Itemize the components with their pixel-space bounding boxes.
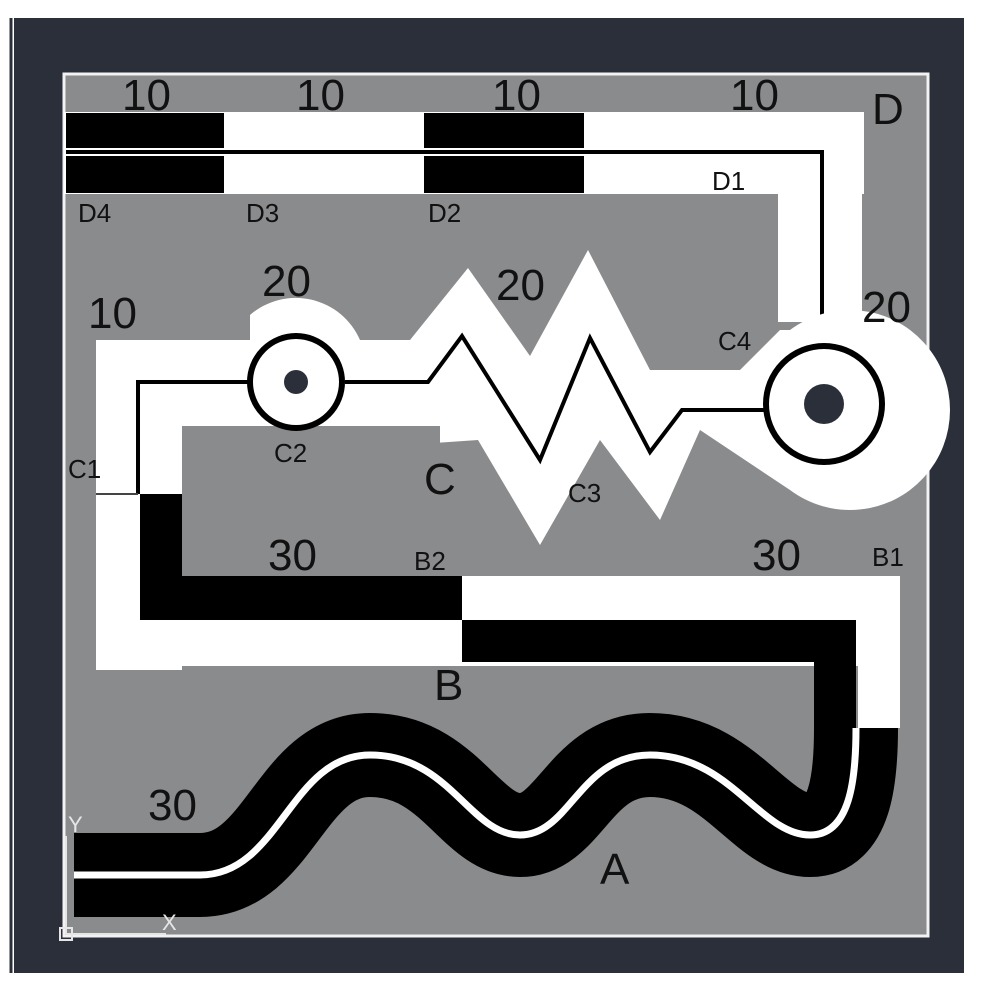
d-centerline [66,150,824,358]
a-serpentine-center [74,727,860,879]
width-label-c-left: 10 [88,289,137,338]
point-label-c2: C2 [274,438,307,468]
width-label-c-pad-right: 20 [862,283,911,332]
section-label-b: B [434,661,463,710]
point-label-d1: D1 [712,166,745,196]
width-label-b-right: 30 [752,531,801,580]
section-label-c: C [424,455,456,504]
width-label-d-seg4: 10 [730,71,779,120]
section-b-trace [96,494,900,728]
section-label-d: D [872,85,904,134]
point-label-c4: C4 [718,326,751,356]
point-label-c3: C3 [568,478,601,508]
axis-x-label: X [162,910,177,935]
section-a-trace [74,712,898,917]
width-label-d-seg3: 10 [492,71,541,120]
point-label-d3: D3 [246,198,279,228]
width-label-d-seg1: 10 [122,71,171,120]
ucs-origin-icon [59,836,166,941]
c-zigzag [345,332,770,465]
width-label-c-pad-left: 20 [262,257,311,306]
point-label-c1: C1 [68,454,101,484]
pad-right-icon [763,343,885,465]
width-label-a: 30 [148,781,197,830]
point-label-d2: D2 [428,198,461,228]
axis-y-label: Y [68,812,83,837]
width-label-d-seg2: 10 [296,71,345,120]
c-left-line [136,380,250,494]
width-label-c-zigzag: 20 [496,261,545,310]
section-d-trace [64,112,864,362]
point-label-b2: B2 [414,546,446,576]
width-label-b-left: 30 [268,531,317,580]
point-label-b1: B1 [872,542,904,572]
block-b1 [462,620,856,662]
point-label-d4: D4 [78,198,111,228]
section-label-a: A [600,845,630,894]
pad-left-icon [247,333,345,431]
